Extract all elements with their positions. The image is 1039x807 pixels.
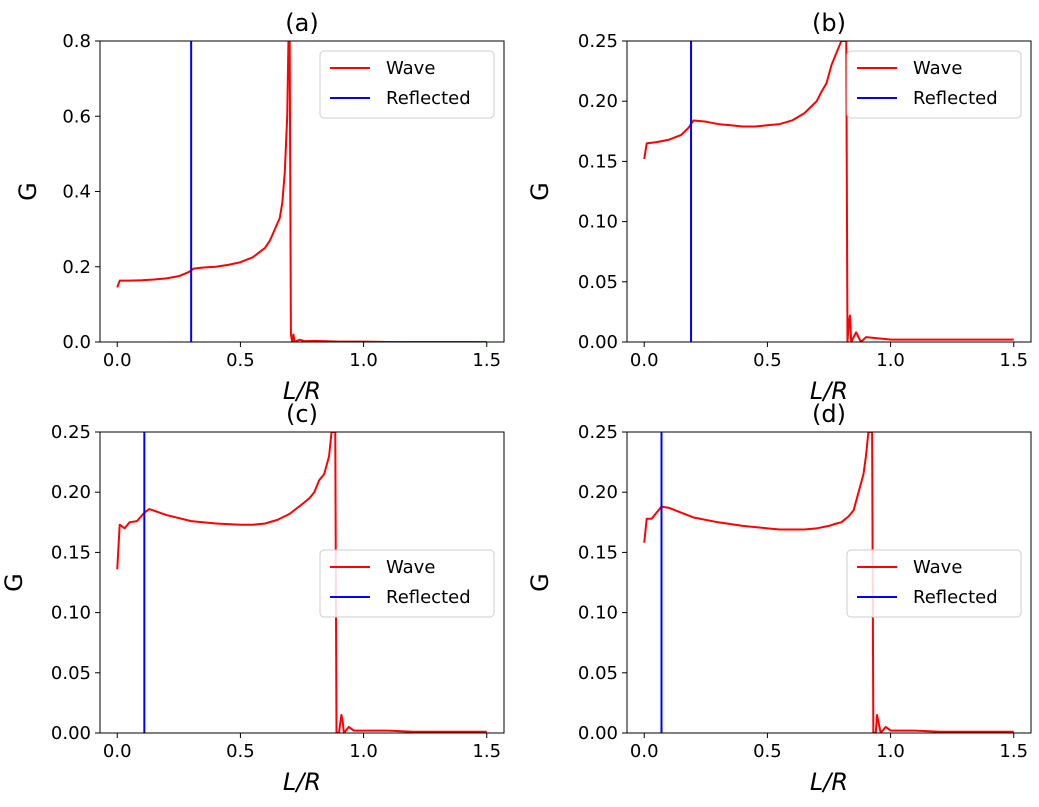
- y-tick-label: 0.20: [578, 91, 618, 112]
- legend: Wave Reflected: [319, 549, 495, 618]
- x-tick-label: 0.5: [753, 350, 782, 371]
- axes-frame: [626, 40, 1032, 343]
- y-tick-label: 0.0: [62, 332, 91, 353]
- x-tick-label: 0.5: [226, 741, 255, 762]
- axes-frame: [626, 431, 1032, 734]
- legend-label-reflected: Reflected: [913, 88, 998, 109]
- x-axis-label: L/R: [283, 768, 321, 796]
- x-tick-label: 0.5: [226, 350, 255, 371]
- legend: Wave Reflected: [319, 50, 495, 119]
- legend: Wave Reflected: [846, 50, 1022, 119]
- x-tick-label: 1.0: [876, 741, 905, 762]
- legend-label-wave: Wave: [386, 557, 435, 578]
- y-tick-label: 0.15: [578, 542, 618, 563]
- subplot-a: 0.0 0.5 1.0 1.5 0.0 0.2 0.4 0.6 0.8 L/R G (a) Wave Re…: [14, 9, 505, 405]
- subplot-b: 0.0 0.5 1.0 1.5 0.00 0.05 0.10 0.15 0.20 0.25 L/R G…: [526, 9, 1032, 405]
- legend-label-wave: Wave: [913, 557, 962, 578]
- series-wave-line: [643, 41, 1014, 342]
- x-tick-label: 0.0: [630, 741, 659, 762]
- x-axis-label: L/R: [283, 377, 321, 405]
- x-tick-label: 1.0: [349, 741, 378, 762]
- y-tick-label: 0.20: [51, 482, 91, 503]
- plot-area: [116, 432, 487, 733]
- x-tick-label: 0.0: [103, 350, 132, 371]
- y-tick-label: 0.10: [578, 212, 618, 233]
- y-tick-label: 0.25: [51, 422, 91, 443]
- y-axis-label: G: [0, 573, 28, 592]
- series-wave-line: [116, 41, 487, 342]
- subplot-d: 0.0 0.5 1.0 1.5 0.00 0.05 0.10 0.15 0.20 0.25 L/R G…: [526, 400, 1032, 796]
- y-tick-label: 0.15: [578, 151, 618, 172]
- x-tick-label: 0.0: [630, 350, 659, 371]
- y-tick-label: 0.00: [51, 723, 91, 744]
- x-axis-label: L/R: [810, 768, 848, 796]
- legend-label-reflected: Reflected: [386, 587, 471, 608]
- x-tick-label: 0.5: [753, 741, 782, 762]
- y-tick-label: 0.8: [62, 31, 91, 52]
- plot-area: [643, 41, 1014, 342]
- subplot-title: (b): [812, 9, 846, 37]
- x-axis-label: L/R: [810, 377, 848, 405]
- subplot-title: (c): [286, 400, 318, 428]
- legend-label-reflected: Reflected: [386, 88, 471, 109]
- x-tick-label: 1.0: [349, 350, 378, 371]
- series-wave-line: [116, 432, 487, 733]
- subplot-c: 0.0 0.5 1.0 1.5 0.00 0.05 0.10 0.15 0.20 0.25 L/R G…: [0, 400, 505, 796]
- y-tick-label: 0.6: [62, 106, 91, 127]
- y-tick-label: 0.4: [62, 182, 91, 203]
- x-tick-label: 1.5: [472, 350, 501, 371]
- x-tick-label: 1.0: [876, 350, 905, 371]
- x-tick-label: 1.5: [999, 741, 1028, 762]
- y-tick-label: 0.05: [578, 272, 618, 293]
- y-tick-label: 0.20: [578, 482, 618, 503]
- legend-label-wave: Wave: [913, 58, 962, 79]
- y-tick-label: 0.15: [51, 542, 91, 563]
- y-axis-label: G: [526, 573, 554, 592]
- legend-label-wave: Wave: [386, 58, 435, 79]
- y-axis-label: G: [526, 182, 554, 201]
- y-tick-label: 0.2: [62, 257, 91, 278]
- subplot-title: (a): [285, 9, 318, 37]
- axes-frame: [99, 431, 505, 734]
- x-tick-label: 0.0: [103, 741, 132, 762]
- y-tick-label: 0.05: [51, 663, 91, 684]
- legend-label-reflected: Reflected: [913, 587, 998, 608]
- series-wave-line: [643, 432, 1014, 733]
- legend: Wave Reflected: [846, 549, 1022, 618]
- y-tick-label: 0.00: [578, 723, 618, 744]
- subplot-title: (d): [812, 400, 846, 428]
- x-tick-label: 1.5: [999, 350, 1028, 371]
- y-tick-label: 0.10: [51, 603, 91, 624]
- x-tick-label: 1.5: [472, 741, 501, 762]
- plot-area: [116, 41, 487, 342]
- y-tick-label: 0.05: [578, 663, 618, 684]
- plot-area: [643, 432, 1014, 733]
- y-tick-label: 0.10: [578, 603, 618, 624]
- y-axis-label: G: [14, 182, 42, 201]
- y-tick-label: 0.00: [578, 332, 618, 353]
- y-tick-label: 0.25: [578, 422, 618, 443]
- y-tick-label: 0.25: [578, 31, 618, 52]
